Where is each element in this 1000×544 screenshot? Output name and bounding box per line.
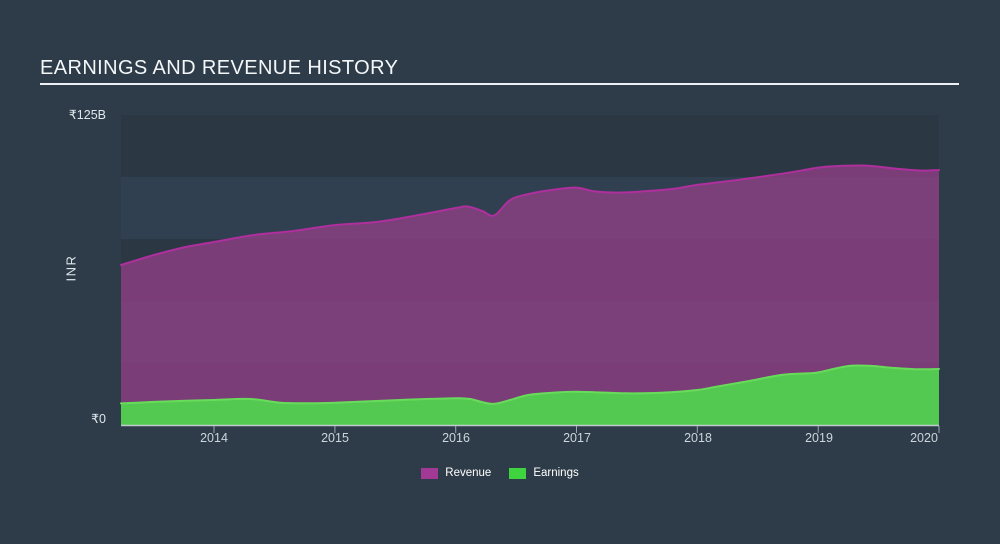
revenue-area <box>121 165 939 426</box>
revenue-swatch-icon <box>421 467 439 479</box>
x-tick-label-2015: 2015 <box>321 431 349 445</box>
title-underline <box>40 83 959 85</box>
legend-label-earnings: Earnings <box>533 467 579 479</box>
x-tick-label-2019: 2019 <box>805 431 833 445</box>
x-tick-label-2018: 2018 <box>684 431 712 445</box>
x-tick-label-2016: 2016 <box>442 431 470 445</box>
legend-label-revenue: Revenue <box>445 467 492 479</box>
x-tick-label-2014: 2014 <box>200 431 228 445</box>
grid-band <box>121 115 939 177</box>
earnings-line <box>120 364 940 405</box>
y-axis-zero-label: ₹0 <box>91 412 106 426</box>
x-tick-label-2017: 2017 <box>563 431 591 445</box>
y-axis-max-label: ₹125B <box>68 108 106 122</box>
x-tick-label-2020: 2020 <box>910 431 938 445</box>
chart-title: EARNINGS AND REVENUE HISTORY <box>40 57 399 79</box>
legend-item-revenue[interactable]: Revenue <box>421 467 491 479</box>
chart-legend: Revenue Earnings <box>0 467 1000 479</box>
revenue-line <box>120 164 940 266</box>
earnings-swatch-icon <box>509 467 527 479</box>
legend-item-earnings[interactable]: Earnings <box>509 467 579 479</box>
